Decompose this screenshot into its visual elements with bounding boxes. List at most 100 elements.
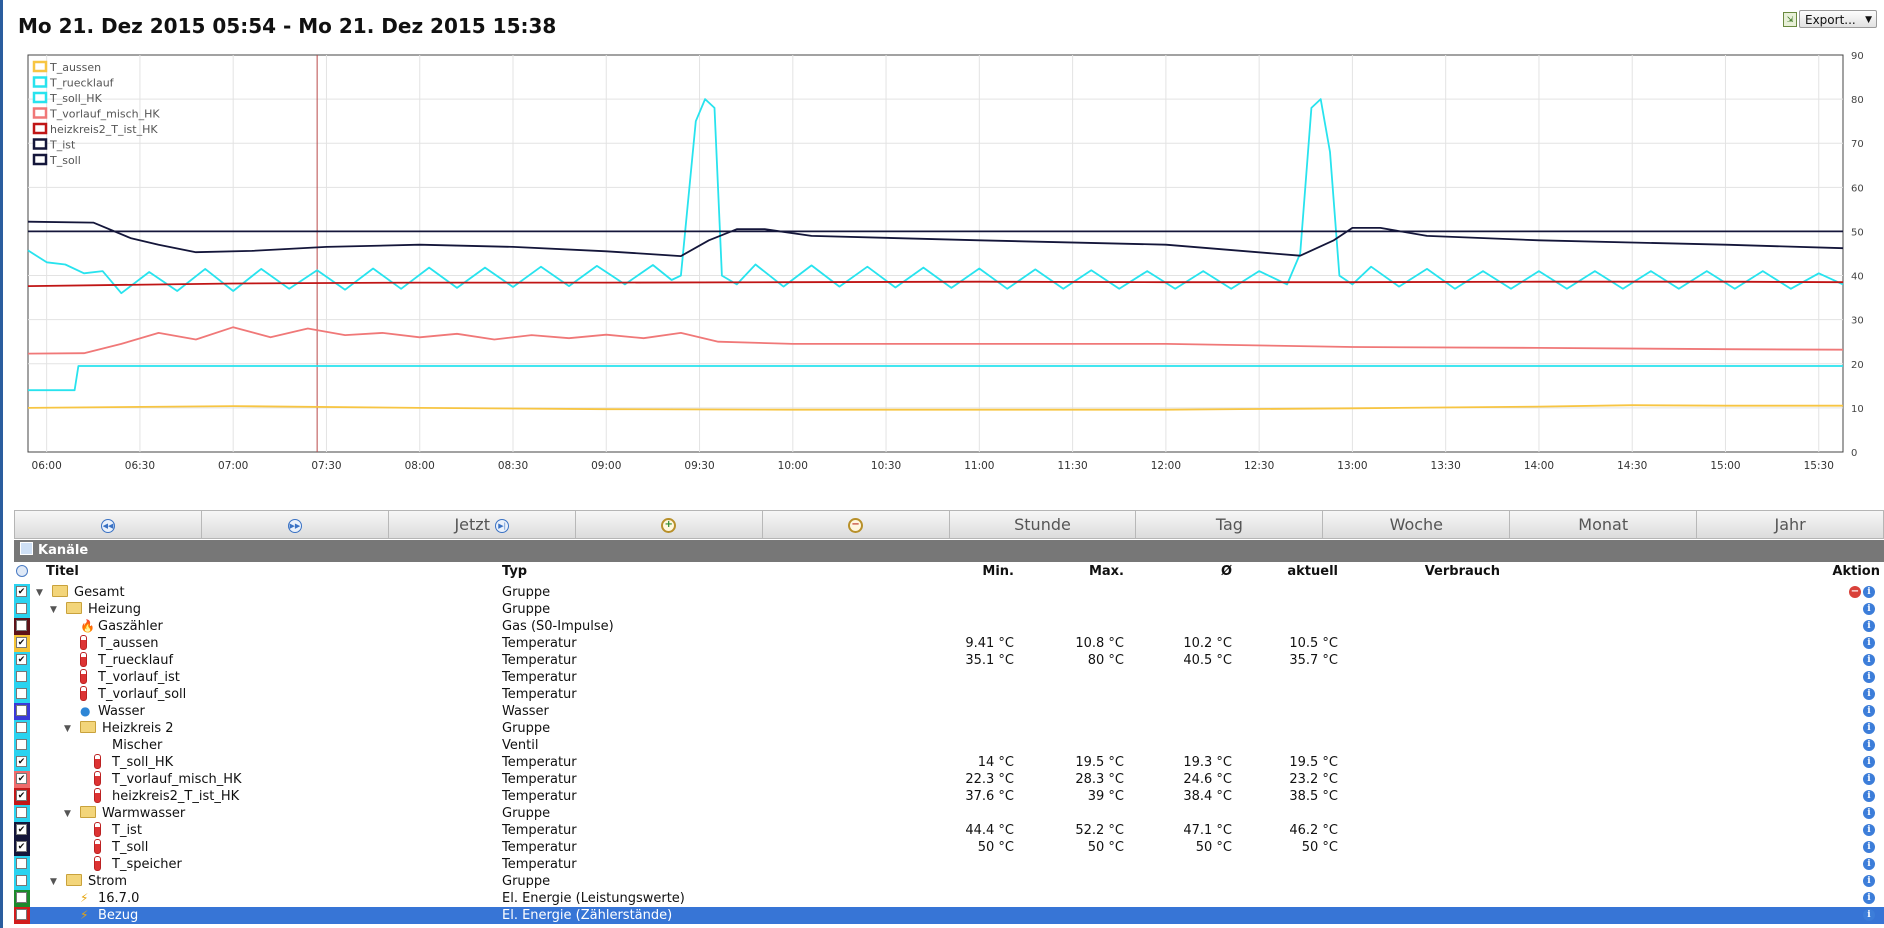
nav-now-button[interactable]: Jetzt ▶|	[389, 511, 576, 538]
info-icon[interactable]: i	[1863, 705, 1875, 717]
legend-swatch[interactable]	[32, 60, 48, 73]
table-row[interactable]: ✔ T_ist Temperatur 44.4 °C 52.2 °C 47.1 °C 46.…	[14, 822, 1884, 839]
export-control[interactable]: ⇲ Export... ▼	[1783, 10, 1879, 30]
legend-label[interactable]: T_ist	[49, 139, 76, 152]
nav-forward-button[interactable]: ▶▶	[202, 511, 389, 538]
channel-checkbox[interactable]	[16, 620, 27, 631]
info-icon[interactable]: i	[1863, 892, 1875, 904]
legend-label[interactable]: heizkreis2_T_ist_HK	[50, 123, 158, 136]
table-row[interactable]: 🔥 Gaszähler Gas (S0-Impulse) i	[14, 618, 1884, 635]
col-avg[interactable]: Ø	[1220, 564, 1232, 579]
channel-checkbox[interactable]	[16, 875, 27, 886]
row-title[interactable]: Strom	[88, 874, 128, 889]
nav-month-button[interactable]: Monat	[1510, 511, 1698, 538]
export-dropdown[interactable]: Export... ▼	[1799, 10, 1877, 28]
table-row[interactable]: ✔ heizkreis2_T_ist_HK Temperatur 37.6 °C 39 …	[14, 788, 1884, 805]
table-row[interactable]: ✔ T_soll Temperatur 50 °C 50 °C 50 °C 50 °C i	[14, 839, 1884, 856]
row-title[interactable]: T_ist	[112, 823, 142, 838]
expand-triangle-icon[interactable]: ▼	[50, 877, 57, 887]
table-row[interactable]: ▼ Heizkreis 2 Gruppe i	[14, 720, 1884, 737]
channel-checkbox[interactable]	[16, 807, 27, 818]
info-icon[interactable]: i	[1863, 603, 1875, 615]
table-row[interactable]: ▼ Strom Gruppe i	[14, 873, 1884, 890]
table-row[interactable]: ▼ Warmwasser Gruppe i	[14, 805, 1884, 822]
legend-swatch[interactable]	[32, 153, 48, 166]
row-title[interactable]: Warmwasser	[102, 806, 186, 821]
legend-label[interactable]: T_ruecklauf	[49, 77, 115, 90]
expand-triangle-icon[interactable]: ▼	[50, 605, 57, 615]
row-title[interactable]: Gesamt	[74, 585, 125, 600]
table-row[interactable]: T_vorlauf_ist Temperatur i	[14, 669, 1884, 686]
info-icon[interactable]: i	[1863, 756, 1875, 768]
info-icon[interactable]: i	[1863, 671, 1875, 683]
info-icon[interactable]: i	[1863, 909, 1875, 921]
channel-checkbox[interactable]	[16, 671, 27, 682]
eye-icon[interactable]	[16, 565, 28, 581]
info-icon[interactable]: i	[1863, 773, 1875, 785]
legend-swatch[interactable]	[32, 138, 48, 150]
col-current[interactable]: aktuell	[1287, 564, 1338, 579]
row-title[interactable]: heizkreis2_T_ist_HK	[112, 789, 240, 804]
row-title[interactable]: Gaszähler	[98, 619, 163, 634]
row-title[interactable]: Mischer	[112, 738, 163, 753]
remove-icon[interactable]: −	[1849, 586, 1861, 598]
table-row[interactable]: Mischer Ventil i	[14, 737, 1884, 754]
nav-year-button[interactable]: Jahr	[1774, 515, 1806, 534]
table-row[interactable]: ✔ T_vorlauf_misch_HK Temperatur 22.3 °C 28.3…	[14, 771, 1884, 788]
info-icon[interactable]: i	[1863, 688, 1875, 700]
channel-checkbox[interactable]: ✔	[16, 773, 27, 784]
info-icon[interactable]: i	[1863, 637, 1875, 649]
col-min[interactable]: Min.	[982, 564, 1014, 579]
row-title[interactable]: T_speicher	[112, 857, 182, 872]
row-title[interactable]: Bezug	[98, 908, 139, 923]
channel-checkbox[interactable]: ✔	[16, 586, 27, 597]
nav-hour-button[interactable]: Stunde	[950, 511, 1137, 538]
line-chart[interactable]: 0 10 20 30 40 50 60 70 80 90 06:00 06:30 07:00 07:30…	[0, 50, 1884, 500]
info-icon[interactable]: i	[1863, 807, 1875, 819]
channel-checkbox[interactable]: ✔	[16, 824, 27, 835]
expand-triangle-icon[interactable]: ▼	[64, 724, 71, 734]
channel-checkbox[interactable]	[16, 739, 27, 750]
col-action[interactable]: Aktion	[1832, 564, 1880, 579]
legend-label[interactable]: T_aussen	[49, 61, 101, 74]
row-title[interactable]: T_vorlauf_soll	[98, 687, 187, 702]
legend-label[interactable]: T_soll_HK	[49, 92, 103, 105]
channel-checkbox[interactable]: ✔	[16, 790, 27, 801]
row-title[interactable]: T_aussen	[98, 636, 159, 651]
table-row[interactable]: T_vorlauf_soll Temperatur i	[14, 686, 1884, 703]
channel-checkbox[interactable]	[16, 892, 27, 903]
nav-back-button[interactable]: ◀◀	[15, 511, 202, 538]
info-icon[interactable]: i	[1863, 620, 1875, 632]
row-title[interactable]: T_ruecklauf	[98, 653, 174, 668]
channels-panel-header[interactable]: Kanäle	[14, 540, 1884, 562]
row-title[interactable]: Heizkreis 2	[102, 721, 174, 736]
channel-checkbox[interactable]	[16, 705, 27, 716]
table-row[interactable]: ✔ T_ruecklauf Temperatur 35.1 °C 80 °C 40.5 °…	[14, 652, 1884, 669]
channel-checkbox[interactable]	[16, 688, 27, 699]
info-icon[interactable]: i	[1863, 841, 1875, 853]
info-icon[interactable]: i	[1863, 875, 1875, 887]
col-type[interactable]: Typ	[502, 564, 528, 579]
info-icon[interactable]: i	[1863, 858, 1875, 870]
table-row[interactable]: ⚡ 16.7.0 El. Energie (Leistungswerte) i	[14, 890, 1884, 907]
channel-checkbox[interactable]	[16, 722, 27, 733]
table-row[interactable]: ✔ ▼ Gesamt Gruppe − i	[14, 584, 1884, 601]
table-row[interactable]: ✔ T_soll_HK Temperatur 14 °C 19.5 °C 19.3 °C 1…	[14, 754, 1884, 771]
nav-week-button[interactable]: Woche	[1323, 511, 1511, 538]
row-title[interactable]: Heizung	[88, 602, 141, 617]
zoom-out-button[interactable]: −	[763, 511, 950, 538]
legend-swatch[interactable]	[32, 107, 48, 119]
legend-label[interactable]: T_soll	[49, 154, 81, 167]
info-icon[interactable]: i	[1863, 586, 1875, 598]
legend-swatch[interactable]	[32, 91, 48, 104]
table-row[interactable]: ⚡ Bezug El. Energie (Zählerstände) i	[14, 907, 1884, 924]
info-icon[interactable]: i	[1863, 739, 1875, 751]
row-title[interactable]: T_soll	[112, 840, 149, 855]
info-icon[interactable]: i	[1863, 722, 1875, 734]
expand-triangle-icon[interactable]: ▼	[64, 809, 71, 819]
row-title[interactable]: T_soll_HK	[112, 755, 174, 770]
channel-checkbox[interactable]: ✔	[16, 654, 27, 665]
table-row[interactable]: T_speicher Temperatur i	[14, 856, 1884, 873]
table-row[interactable]: ▼ Heizung Gruppe i	[14, 601, 1884, 618]
channel-checkbox[interactable]	[16, 603, 27, 614]
